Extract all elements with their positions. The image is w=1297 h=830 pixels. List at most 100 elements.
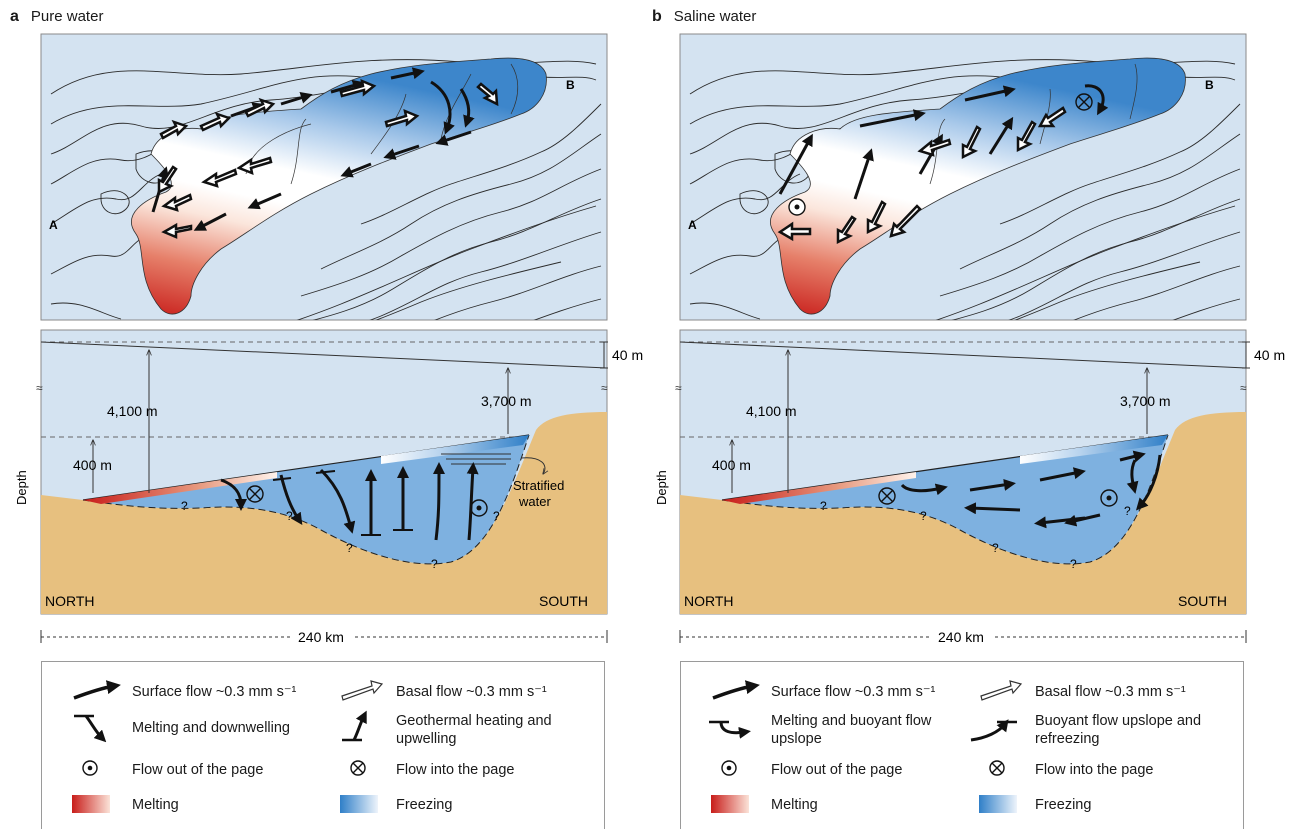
panel-a-basal-flow-arrows [157, 78, 499, 239]
surface-flow-icon [712, 680, 760, 700]
freezing-swatch [340, 795, 378, 813]
panel-b-surface-flow-arrows [778, 84, 1109, 200]
distance-label: 240 km [298, 629, 344, 645]
legend-melting: Melting [771, 797, 818, 813]
melting-swatch [711, 795, 749, 813]
legend-melting-downwelling: Melting and downwelling [132, 720, 290, 736]
unknown-marker: ? [1124, 504, 1131, 518]
south-label: SOUTH [539, 593, 588, 609]
axis-break: ≈ [1240, 381, 1247, 395]
flow-in-icon [989, 760, 1005, 776]
dim-depth-left: 4,100 m [746, 403, 797, 419]
legend-basal-flow: Basal flow ~0.3 mm s⁻¹ [396, 684, 547, 700]
dim-depth-right: 3,700 m [1120, 393, 1171, 409]
panel-b-section: ? ? ? ? ? 4,100 m 3,700 m 400 m NORTH SO… [675, 329, 1247, 615]
panel-a-slope-dim: 40 m [600, 341, 643, 369]
panel-a-section-flows [220, 462, 479, 541]
panel-b-map: A B [679, 33, 1247, 321]
flow-in-icon [350, 760, 366, 776]
legend-flow-out: Flow out of the page [771, 762, 903, 778]
flow-out-icon [82, 760, 98, 776]
panel-b: A B [654, 33, 1285, 645]
south-label: SOUTH [1178, 593, 1227, 609]
panel-a-map: A B [40, 33, 608, 321]
panel-b-label-start: A [688, 218, 697, 232]
panel-b-letter: b [652, 8, 662, 25]
legend-freezing: Freezing [1035, 797, 1092, 813]
panel-b-section-flows [900, 450, 1162, 529]
melting-buoyant-icon [709, 720, 751, 739]
axis-break: ≈ [601, 381, 608, 395]
unknown-marker: ? [286, 509, 293, 523]
legend-melting-buoyant: Melting and buoyant flow upslope [771, 713, 932, 747]
unknown-marker: ? [493, 509, 500, 523]
buoyant-refreezing-icon [970, 719, 1017, 742]
unknown-marker: ? [181, 499, 188, 513]
panel-b-legend: Surface flow ~0.3 mm s⁻¹ Basal flow ~0.3… [680, 661, 1244, 829]
panel-a-title: Pure water [30, 8, 104, 25]
panel-b-header: b Saline water [652, 8, 756, 26]
melting-downwelling-icon [74, 714, 107, 743]
surface-flow-icon [73, 680, 121, 700]
basal-flow-icon [980, 680, 1023, 701]
panel-a-label-end: B [566, 78, 575, 92]
panel-a-section-bars [272, 470, 413, 536]
panel-a-flow-out-page [470, 499, 488, 517]
panel-b-distance-scale: 240 km [679, 629, 1247, 645]
dim-depth-right: 3,700 m [481, 393, 532, 409]
dim-slope: 40 m [612, 347, 643, 363]
axis-break: ≈ [675, 381, 682, 395]
legend-buoyant-refreezing: Buoyant flow upslope and refreezing [1035, 713, 1202, 747]
panel-a-distance-scale: 240 km [40, 629, 608, 645]
depth-axis-label: Depth [654, 470, 669, 505]
freezing-swatch [979, 795, 1017, 813]
legend-basal-flow: Basal flow ~0.3 mm s⁻¹ [1035, 684, 1186, 700]
legend-melting: Melting [132, 797, 179, 813]
legend-freezing: Freezing [396, 797, 453, 813]
dim-ice-thickness: 400 m [712, 457, 751, 473]
panel-b-slope-dim: 40 m [1242, 341, 1285, 369]
panel-a-section: ? ? ? ? ? 4,100 m 3,700 m 400 m Stratifi… [36, 329, 608, 615]
basal-flow-icon [341, 680, 384, 701]
unknown-marker: ? [431, 557, 438, 571]
unknown-marker: ? [920, 509, 927, 523]
panel-b-label-end: B [1205, 78, 1214, 92]
panel-a-letter: a [10, 8, 19, 25]
panel-b-basal-flow-arrows [777, 106, 1067, 245]
panel-b-flow-into-page-map [1075, 93, 1093, 111]
stratified-water-label-1: Stratified [513, 478, 564, 493]
melting-swatch [72, 795, 110, 813]
axis-break: ≈ [36, 381, 43, 395]
dim-depth-left: 4,100 m [107, 403, 158, 419]
depth-axis-label: Depth [14, 470, 29, 505]
panel-a-header: a Pure water [10, 8, 103, 26]
flow-out-icon [721, 760, 737, 776]
legend-flow-in: Flow into the page [396, 762, 515, 778]
distance-label: 240 km [938, 629, 984, 645]
panel-a-label-start: A [49, 218, 58, 232]
legend-surface-flow: Surface flow ~0.3 mm s⁻¹ [132, 684, 297, 700]
legend-surface-flow: Surface flow ~0.3 mm s⁻¹ [771, 684, 936, 700]
dim-slope: 40 m [1254, 347, 1285, 363]
unknown-marker: ? [1070, 557, 1077, 571]
legend-flow-out: Flow out of the page [132, 762, 264, 778]
panel-a-legend-symbols [72, 680, 384, 813]
panel-a-flow-into-page [246, 485, 264, 503]
legend-flow-in: Flow into the page [1035, 762, 1154, 778]
panel-b-legend-symbols [709, 680, 1023, 813]
dim-ice-thickness: 400 m [73, 457, 112, 473]
north-label: NORTH [684, 593, 734, 609]
panel-b-flow-out-page-map [788, 198, 806, 216]
stratified-water-label-2: water [518, 494, 551, 509]
north-label: NORTH [45, 593, 95, 609]
unknown-marker: ? [346, 541, 353, 555]
unknown-marker: ? [820, 499, 827, 513]
panel-b-flow-out-page [1100, 489, 1118, 507]
legend-geothermal-upwelling: Geothermal heating and upwelling [396, 713, 552, 747]
panel-a: A B [14, 33, 643, 645]
geothermal-upwelling-icon [342, 710, 367, 742]
panel-b-flow-into-page [878, 487, 896, 505]
panel-b-title: Saline water [673, 8, 757, 25]
panel-a-legend: Surface flow ~0.3 mm s⁻¹ Basal flow ~0.3… [41, 661, 605, 829]
unknown-marker: ? [992, 541, 999, 555]
